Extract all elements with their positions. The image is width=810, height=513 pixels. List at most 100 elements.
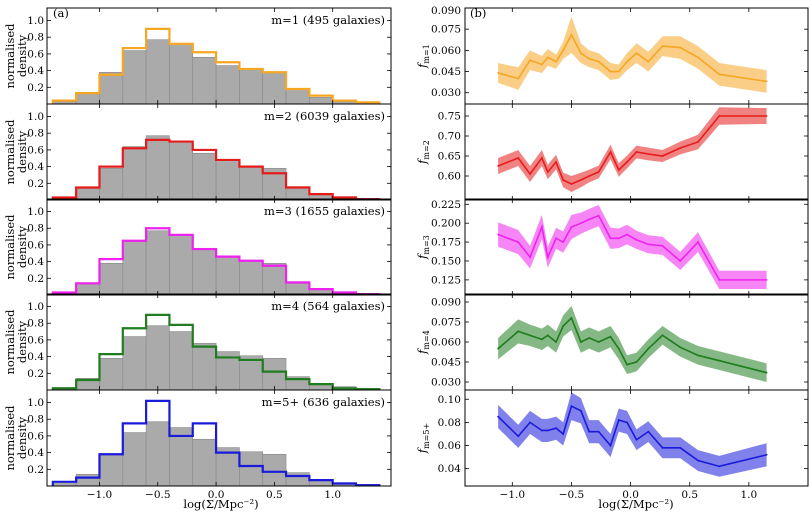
data-point bbox=[718, 359, 721, 362]
ylabel-m=2: fm=2 bbox=[415, 140, 431, 165]
data-point bbox=[540, 157, 543, 159]
data-point bbox=[617, 419, 620, 421]
data-point bbox=[497, 72, 500, 74]
data-point bbox=[517, 157, 520, 159]
data-point bbox=[635, 438, 638, 441]
data-point bbox=[617, 169, 620, 171]
data-point bbox=[497, 165, 500, 167]
data-point bbox=[546, 429, 549, 432]
ytick-label: 0.030 bbox=[431, 377, 461, 389]
data-point bbox=[679, 260, 682, 262]
ytick-label: 0.04 bbox=[438, 463, 462, 475]
data-point bbox=[588, 57, 591, 60]
data-point bbox=[697, 141, 699, 143]
all-galaxies-bar bbox=[75, 283, 100, 296]
data-point bbox=[626, 421, 628, 424]
ylabel: normaliseddensity bbox=[3, 214, 29, 280]
ylabel-sub: m=3 bbox=[422, 235, 431, 254]
data-point bbox=[647, 153, 650, 155]
xtick-label: 0.5 bbox=[681, 489, 698, 501]
ytick-label: 0.060 bbox=[431, 337, 461, 349]
histogram-m=5+: 0.2 0.4 0.6 0.8 1.0 −1.0 −0.5 0.0 0.5 1.0 m=5+ (63… bbox=[3, 389, 392, 501]
axes-frame bbox=[46, 103, 392, 201]
all-galaxies-bar bbox=[239, 69, 264, 105]
data-point bbox=[617, 347, 620, 350]
data-point bbox=[617, 237, 620, 240]
all-galaxies-bar bbox=[122, 50, 147, 105]
all-galaxies-bar bbox=[192, 152, 217, 201]
data-point bbox=[570, 405, 573, 408]
all-galaxies-bar bbox=[99, 453, 124, 487]
histogram-step-m=4 bbox=[51, 313, 381, 391]
data-point bbox=[517, 330, 520, 333]
ytick-label: 0.060 bbox=[431, 45, 461, 57]
ytick-label: 0.2 bbox=[27, 273, 44, 285]
histogram-step-m=2 bbox=[51, 138, 381, 201]
histogram-m=2: 0.2 0.4 0.6 0.8 1.0 m=2 (6039 galaxies) normal… bbox=[3, 103, 392, 201]
ylabel-m=5+: fm=5+ bbox=[415, 423, 431, 454]
data-point bbox=[679, 46, 682, 49]
all-galaxies-bar bbox=[145, 230, 170, 296]
all-galaxies-bar bbox=[285, 90, 310, 105]
ylabel: normaliseddensity bbox=[3, 119, 29, 185]
data-point bbox=[597, 60, 600, 63]
data-point bbox=[679, 446, 682, 449]
ytick-label: 0.030 bbox=[431, 87, 461, 99]
ytick-label: 0.70 bbox=[438, 131, 461, 143]
data-point bbox=[555, 161, 557, 163]
ytick-label: 0.4 bbox=[27, 161, 44, 173]
data-point bbox=[765, 80, 768, 83]
data-point bbox=[765, 453, 768, 456]
data-point bbox=[529, 256, 531, 259]
data-point bbox=[647, 347, 650, 350]
data-point bbox=[697, 56, 699, 59]
panel-b-xlabel: log(Σ/Mpc⁻²) bbox=[598, 497, 673, 511]
ytick-label: 0.6 bbox=[27, 430, 44, 442]
error-band-m=1 bbox=[498, 16, 767, 93]
all-galaxies-bar bbox=[122, 432, 147, 487]
xtick-label: 1.0 bbox=[324, 489, 341, 501]
data-point bbox=[540, 63, 543, 66]
all-galaxies-bar bbox=[285, 186, 310, 201]
ylabel-sub: m=2 bbox=[422, 140, 431, 159]
data-point bbox=[697, 354, 699, 357]
all-galaxies-bar bbox=[75, 474, 100, 487]
xtick-label: 0.0 bbox=[208, 489, 225, 501]
data-point bbox=[609, 444, 612, 447]
ylabel-main: f bbox=[415, 253, 429, 260]
data-point bbox=[697, 241, 699, 243]
data-point bbox=[529, 421, 531, 424]
ytick-label: 0.200 bbox=[431, 218, 461, 230]
histogram-m=4: 0.2 0.4 0.6 0.8 1.0 m=4 (564 galaxies) normali… bbox=[3, 293, 392, 391]
all-galaxies-bar bbox=[239, 451, 264, 487]
ytick-label: 0.8 bbox=[27, 318, 44, 330]
ytick-label: 0.4 bbox=[27, 65, 44, 77]
all-galaxies-bar bbox=[192, 342, 217, 391]
ylabel-m=1: fm=1 bbox=[415, 44, 431, 69]
data-point bbox=[562, 49, 565, 52]
ylabel-line: density bbox=[15, 320, 29, 363]
ytick-label: 0.6 bbox=[27, 239, 44, 251]
ylabel-line: normalised bbox=[3, 214, 17, 280]
ylabel-main: f bbox=[415, 62, 429, 69]
data-point bbox=[765, 115, 768, 117]
ytick-label: 0.4 bbox=[27, 351, 44, 363]
xtick-label: 1.0 bbox=[741, 489, 758, 501]
axes-frame bbox=[46, 389, 392, 487]
all-galaxies-bar bbox=[262, 357, 287, 391]
data-point bbox=[580, 222, 582, 225]
ytick-label: 0.150 bbox=[431, 255, 461, 267]
data-point bbox=[497, 415, 500, 418]
ytick-label: 0.045 bbox=[431, 66, 461, 78]
all-galaxies-bar bbox=[99, 167, 124, 201]
panel-a-xlabel: log(Σ/Mpc⁻²) bbox=[183, 497, 258, 511]
ylabel-m=3: fm=3 bbox=[415, 235, 431, 260]
ytick-label: 0.8 bbox=[27, 223, 44, 235]
data-point bbox=[597, 171, 600, 173]
histogram-step-m=3 bbox=[51, 227, 381, 296]
ytick-label: 1.0 bbox=[27, 206, 44, 218]
all-galaxies-bar bbox=[122, 146, 147, 201]
ytick-label: 0.8 bbox=[27, 414, 44, 426]
data-point bbox=[570, 226, 573, 228]
all-galaxies-bar bbox=[215, 65, 240, 105]
